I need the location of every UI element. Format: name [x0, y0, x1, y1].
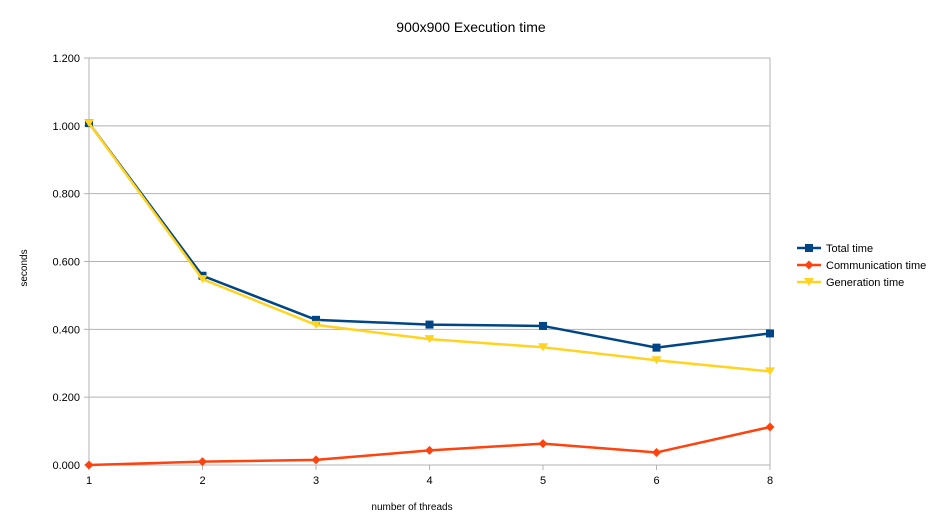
data-point	[84, 119, 94, 128]
y-tick-label: 0.200	[52, 392, 80, 404]
gridlines	[84, 57, 771, 470]
data-point	[538, 343, 548, 352]
legend-item: Generation time	[797, 277, 904, 289]
legend-swatch-marker	[804, 260, 814, 270]
x-tick-label: 6	[653, 475, 659, 487]
data-point	[198, 457, 207, 467]
series-communication-time	[84, 422, 775, 470]
legend-swatch-marker	[805, 244, 813, 252]
legend-item: Total time	[797, 243, 873, 255]
x-tick-label: 4	[426, 475, 432, 487]
y-tick-label: 0.800	[52, 189, 80, 201]
data-point	[311, 455, 321, 465]
x-axis-ticks: 1 2 3 4 5 6 8	[86, 475, 773, 487]
series-total-time	[85, 119, 774, 352]
x-axis-label: number of threads	[371, 502, 452, 513]
data-point	[538, 439, 548, 449]
y-tick-label: 0.600	[52, 257, 80, 269]
x-tick-label: 3	[313, 475, 319, 487]
data-point	[539, 321, 547, 330]
data-point	[651, 356, 662, 365]
legend-swatch-marker	[804, 278, 814, 286]
data-point	[84, 460, 94, 470]
legend-item: Communication time	[797, 260, 926, 272]
y-tick-label: 1.200	[52, 53, 80, 65]
x-tick-label: 1	[86, 475, 92, 487]
data-point	[424, 335, 435, 344]
y-axis-ticks: 0.000 0.200 0.400 0.600 0.800 1.000 1.200	[52, 53, 80, 472]
data-point	[652, 343, 661, 352]
x-tick-label: 5	[540, 475, 546, 487]
data-point	[765, 367, 775, 376]
legend-label: Total time	[826, 243, 873, 255]
data-point	[766, 329, 774, 338]
chart-title: 900x900 Execution time	[396, 19, 546, 35]
y-axis-label: seconds	[19, 249, 30, 286]
data-point	[652, 447, 661, 457]
data-point	[312, 315, 320, 324]
series-group	[84, 119, 775, 470]
data-point	[425, 320, 434, 329]
legend-label: Generation time	[826, 277, 904, 289]
x-tick-label: 8	[767, 475, 773, 487]
legend-label: Communication time	[826, 260, 926, 272]
data-point	[425, 445, 434, 455]
series-line	[87, 122, 771, 349]
series-line	[87, 122, 771, 373]
data-point	[765, 422, 775, 432]
series-generation-time	[84, 119, 775, 376]
legend: Total time Communication time Generation t…	[797, 243, 926, 289]
y-tick-label: 0.000	[52, 460, 80, 472]
y-tick-label: 0.400	[52, 324, 80, 336]
data-point	[311, 320, 321, 329]
y-tick-label: 1.000	[52, 121, 80, 133]
x-tick-label: 2	[199, 475, 205, 487]
data-point	[197, 275, 208, 284]
